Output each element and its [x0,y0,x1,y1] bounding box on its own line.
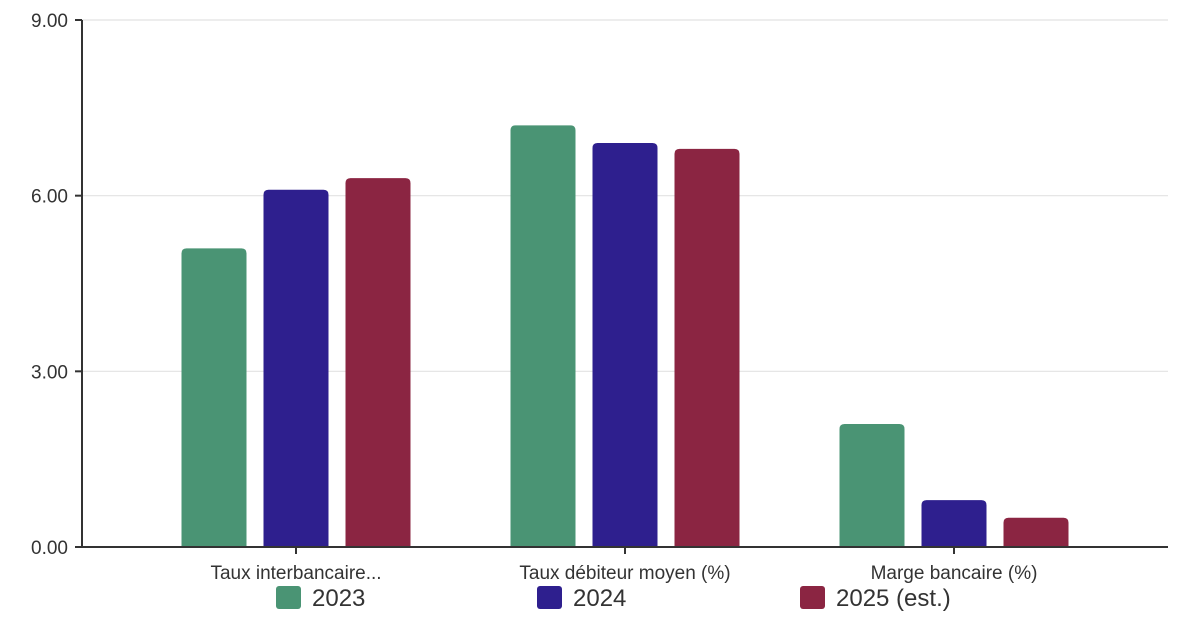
bar-2025-est--2[interactable] [674,148,740,548]
legend-item-2025-est-[interactable]: 2025 (est.) [800,585,951,612]
y-tick-label: 3.00 [31,362,68,383]
bar-2023-1[interactable] [181,248,247,547]
bar-2023-2[interactable] [510,125,576,548]
bar-2023-3[interactable] [839,424,905,547]
legend-label: 2024 [573,585,626,612]
x-category-label: Taux débiteur moyen (%) [519,563,730,584]
x-category-label: Marge bancaire (%) [871,563,1038,584]
y-tick-labels: 0.00 3.00 6.00 9.00 [31,11,82,559]
legend-label: 2023 [312,585,365,612]
legend-swatch [800,586,825,609]
bars [181,125,1069,548]
legend-swatch [537,586,562,609]
bar-2024-2[interactable] [592,142,658,547]
legend-item-2024[interactable]: 2024 [537,585,626,612]
x-category-labels: Taux interbancaire... Taux débiteur moyen… [210,547,1037,584]
y-tick-label: 9.00 [31,11,68,32]
legend-label: 2025 (est.) [836,585,951,612]
legend: 2023 2024 2025 (est.) [276,585,951,612]
legend-swatch [276,586,301,609]
y-tick-label: 6.00 [31,187,68,208]
bar-2025-est--3[interactable] [1003,517,1069,547]
legend-item-2023[interactable]: 2023 [276,585,365,612]
bar-2025-est--1[interactable] [345,178,411,547]
bar-2024-1[interactable] [263,189,329,548]
x-category-label: Taux interbancaire... [210,563,381,584]
bar-2024-3[interactable] [921,500,987,547]
y-tick-label: 0.00 [31,538,68,559]
